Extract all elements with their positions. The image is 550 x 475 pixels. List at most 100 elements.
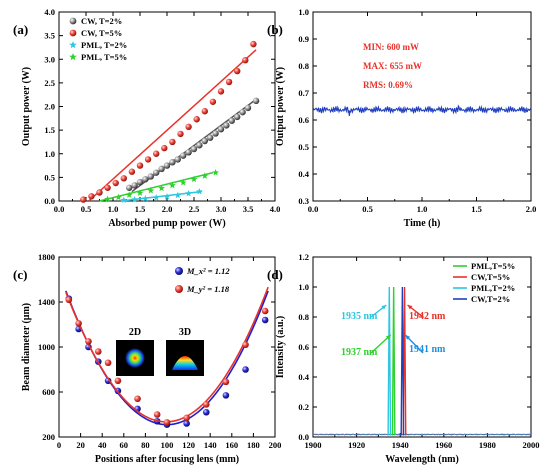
data-point	[128, 168, 136, 175]
legend-label: PML, T=5%	[81, 52, 127, 62]
spectral-peak-2	[387, 286, 392, 436]
y-tick-label: 2.5	[44, 78, 55, 88]
y-tick-label: 0.2	[298, 402, 309, 412]
y-tick-label: 0.5	[298, 142, 309, 152]
annotation-arrowhead	[381, 305, 387, 310]
stability-annotation: MAX: 655 mW	[363, 61, 422, 71]
y-axis-label: Intensity (a.u.)	[275, 316, 286, 379]
y-axis-label: Beam diameter (μm)	[21, 303, 32, 391]
data-point	[158, 165, 165, 173]
x-tick-label: 1900	[305, 440, 322, 450]
data-point	[136, 178, 144, 186]
data-point	[212, 130, 219, 137]
data-point	[104, 359, 112, 367]
data-point-star	[104, 195, 112, 203]
x-tick-label: 1920	[348, 440, 365, 450]
data-point-star	[141, 195, 149, 202]
y-tick-label: 0.5	[44, 172, 55, 182]
data-point-star	[125, 191, 133, 198]
data-point-star	[201, 172, 209, 179]
data-point	[222, 378, 230, 386]
x-tick-label: 200	[269, 440, 282, 450]
data-point	[261, 307, 269, 315]
legend-marker-star	[69, 53, 77, 61]
data-point	[85, 338, 92, 345]
data-point	[190, 145, 198, 153]
data-point	[96, 189, 103, 196]
x-tick-label: 3.0	[216, 204, 227, 214]
y-tick-label: 1.2	[298, 252, 309, 262]
data-point	[169, 138, 176, 146]
x-tick-label: 1.0	[417, 204, 428, 214]
data-point	[217, 88, 225, 95]
y-axis-label: Output power (W)	[21, 67, 32, 146]
data-point	[144, 156, 152, 163]
annotation-arrowhead	[407, 305, 413, 310]
y-tick-label: 0.6	[298, 115, 309, 125]
data-point	[163, 162, 171, 169]
data-point	[193, 116, 200, 123]
wavelength-annotation: 1935 nm	[341, 311, 378, 322]
x-tick-label: 60	[120, 440, 129, 450]
data-point	[217, 125, 225, 133]
data-point	[201, 137, 208, 145]
y-tick-label: 0.0	[44, 196, 55, 206]
x-tick-label: 0.5	[81, 204, 92, 214]
data-point	[161, 144, 168, 152]
y-tick-label: 0.4	[298, 169, 309, 179]
data-point-star	[114, 193, 122, 201]
panel-letter: (c)	[13, 267, 27, 282]
y-axis-label: Output power (W)	[275, 67, 286, 146]
x-tick-label: 0	[57, 440, 61, 450]
data-point-star	[168, 181, 176, 189]
data-point	[201, 108, 208, 115]
legend-label: PML,T=2%	[471, 283, 515, 293]
wavelength-annotation: 1937 nm	[341, 347, 378, 358]
data-point	[252, 97, 260, 105]
data-point-star	[147, 187, 155, 194]
y-tick-label: 200	[42, 432, 55, 442]
y-tick-label: 1400	[38, 297, 55, 307]
data-point	[242, 341, 249, 349]
data-point-star	[158, 184, 166, 192]
y-tick-label: 1000	[38, 342, 55, 352]
y-tick-label: 3.5	[44, 31, 55, 41]
x-tick-label: 1.5	[471, 204, 482, 214]
data-point	[147, 173, 154, 180]
x-tick-label: 180	[247, 440, 260, 450]
data-point-star	[179, 178, 187, 186]
y-tick-label: 1.0	[44, 149, 55, 159]
data-point-star	[185, 189, 193, 197]
data-point	[142, 176, 149, 183]
data-point-star	[152, 194, 160, 201]
data-point	[126, 184, 133, 191]
x-axis-label: Absorbed pump power (W)	[108, 218, 225, 229]
y-tick-label: 0.6	[298, 342, 309, 352]
x-tick-label: 2.5	[189, 204, 200, 214]
legend-label: CW, T=5%	[81, 28, 122, 38]
panel-d-spectrum: 1900 1920 1940 1960 1980 2000 0.0 0.2 0.4 0.6 0.8 1…	[267, 252, 540, 465]
data-point-star	[195, 187, 203, 195]
x-axis-label: Time (h)	[404, 218, 441, 229]
legend-label: M_x² = 1.12	[186, 266, 230, 276]
data-point	[80, 196, 87, 203]
x-tick-label: 4.0	[270, 204, 281, 214]
data-point	[114, 377, 122, 385]
data-point	[134, 395, 141, 403]
data-point	[228, 117, 235, 124]
data-point	[136, 162, 144, 169]
panel-letter: (b)	[267, 22, 283, 37]
x-tick-label: 3.5	[243, 204, 254, 214]
y-tick-label: 0.7	[298, 88, 309, 98]
data-point	[153, 150, 160, 157]
data-point	[94, 348, 102, 355]
panel-letter: (a)	[13, 22, 28, 37]
fit-line-1	[88, 49, 257, 202]
stability-annotation: MIN: 600 mW	[363, 42, 419, 52]
data-point	[250, 40, 257, 48]
data-point	[196, 142, 203, 149]
data-point	[185, 123, 192, 131]
x-tick-label: 120	[182, 440, 195, 450]
x-tick-label: 140	[204, 440, 217, 450]
